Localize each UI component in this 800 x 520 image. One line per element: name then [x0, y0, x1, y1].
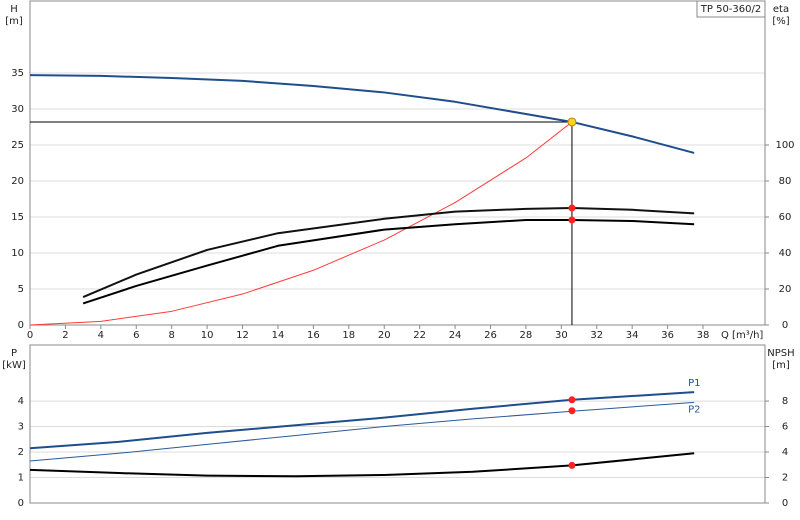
- y-axis-label: [kW]: [2, 360, 26, 371]
- x-tick-label: 4: [98, 330, 104, 341]
- y2-axis-label: NPSH: [767, 348, 794, 359]
- x-tick-label: 28: [520, 330, 533, 341]
- x-tick-label: 0: [27, 330, 33, 341]
- marker: [568, 216, 576, 224]
- chart-title: TP 50-360/2: [700, 4, 761, 15]
- y2-axis-label: eta: [773, 4, 789, 15]
- y2-axis-label: [m]: [772, 360, 790, 371]
- y2-tick-label: 40: [779, 248, 792, 259]
- marker: [568, 407, 576, 415]
- y2-tick-label: 4: [782, 447, 788, 458]
- y2-tick-label: 100: [775, 140, 794, 151]
- series-line: [82, 219, 695, 305]
- x-tick-label: 6: [133, 330, 139, 341]
- y2-tick-label: 8: [782, 396, 788, 407]
- y-tick-label: 0: [18, 320, 24, 331]
- x-tick-label: 12: [236, 330, 249, 341]
- series-line: [29, 452, 695, 478]
- y2-tick-label: 20: [779, 284, 792, 295]
- y2-tick-label: 6: [782, 422, 788, 433]
- y-tick-label: 4: [18, 396, 24, 407]
- y-tick-label: 35: [11, 68, 24, 79]
- series-line: [29, 121, 573, 326]
- y-tick-label: 20: [11, 176, 24, 187]
- x-tick-label: 8: [168, 330, 174, 341]
- marker: [568, 396, 576, 404]
- x-tick-label: 10: [201, 330, 214, 341]
- y2-tick-label: 2: [782, 473, 788, 484]
- y-tick-label: 10: [11, 248, 24, 259]
- legend-box: [696, 0, 766, 18]
- x-axis-label: Q [m³/h]: [721, 330, 763, 341]
- y-axis-label: H: [10, 4, 18, 15]
- y2-tick-label: 80: [779, 176, 792, 187]
- operating-point: [567, 117, 577, 127]
- y-axis-label: [m]: [5, 16, 23, 27]
- series-line: [29, 391, 695, 450]
- x-tick-label: 18: [342, 330, 355, 341]
- y-tick-label: 5: [18, 284, 24, 295]
- y2-axis-label: [%]: [772, 16, 789, 27]
- x-tick-label: 20: [378, 330, 391, 341]
- plot-frame: [29, 0, 766, 326]
- x-tick-label: 14: [272, 330, 285, 341]
- y-tick-label: 0: [18, 498, 24, 509]
- series-label: P1: [688, 378, 700, 389]
- x-tick-label: 38: [697, 330, 710, 341]
- y2-tick-label: 60: [779, 212, 792, 223]
- y2-tick-label: 0: [782, 498, 788, 509]
- x-tick-label: 32: [590, 330, 603, 341]
- y-tick-label: 3: [18, 422, 24, 433]
- series-label: P2: [688, 404, 700, 415]
- y-tick-label: 30: [11, 104, 24, 115]
- y2-tick-label: 0: [782, 320, 788, 331]
- x-tick-label: 26: [484, 330, 497, 341]
- x-tick-label: 16: [307, 330, 320, 341]
- x-tick-label: 30: [555, 330, 568, 341]
- x-tick-label: 24: [449, 330, 462, 341]
- x-tick-label: 36: [661, 330, 674, 341]
- plot-frame: [29, 344, 766, 504]
- x-tick-label: 2: [62, 330, 68, 341]
- y-tick-label: 1: [18, 473, 24, 484]
- series-line: [82, 207, 695, 299]
- series-line: [29, 74, 695, 154]
- y-tick-label: 15: [11, 212, 24, 223]
- y-axis-label: P: [11, 348, 17, 359]
- x-tick-label: 34: [626, 330, 639, 341]
- y-tick-label: 2: [18, 447, 24, 458]
- marker: [568, 204, 576, 212]
- x-tick-label: 22: [413, 330, 426, 341]
- y-tick-label: 25: [11, 140, 24, 151]
- marker: [568, 461, 576, 469]
- series-line: [29, 401, 695, 462]
